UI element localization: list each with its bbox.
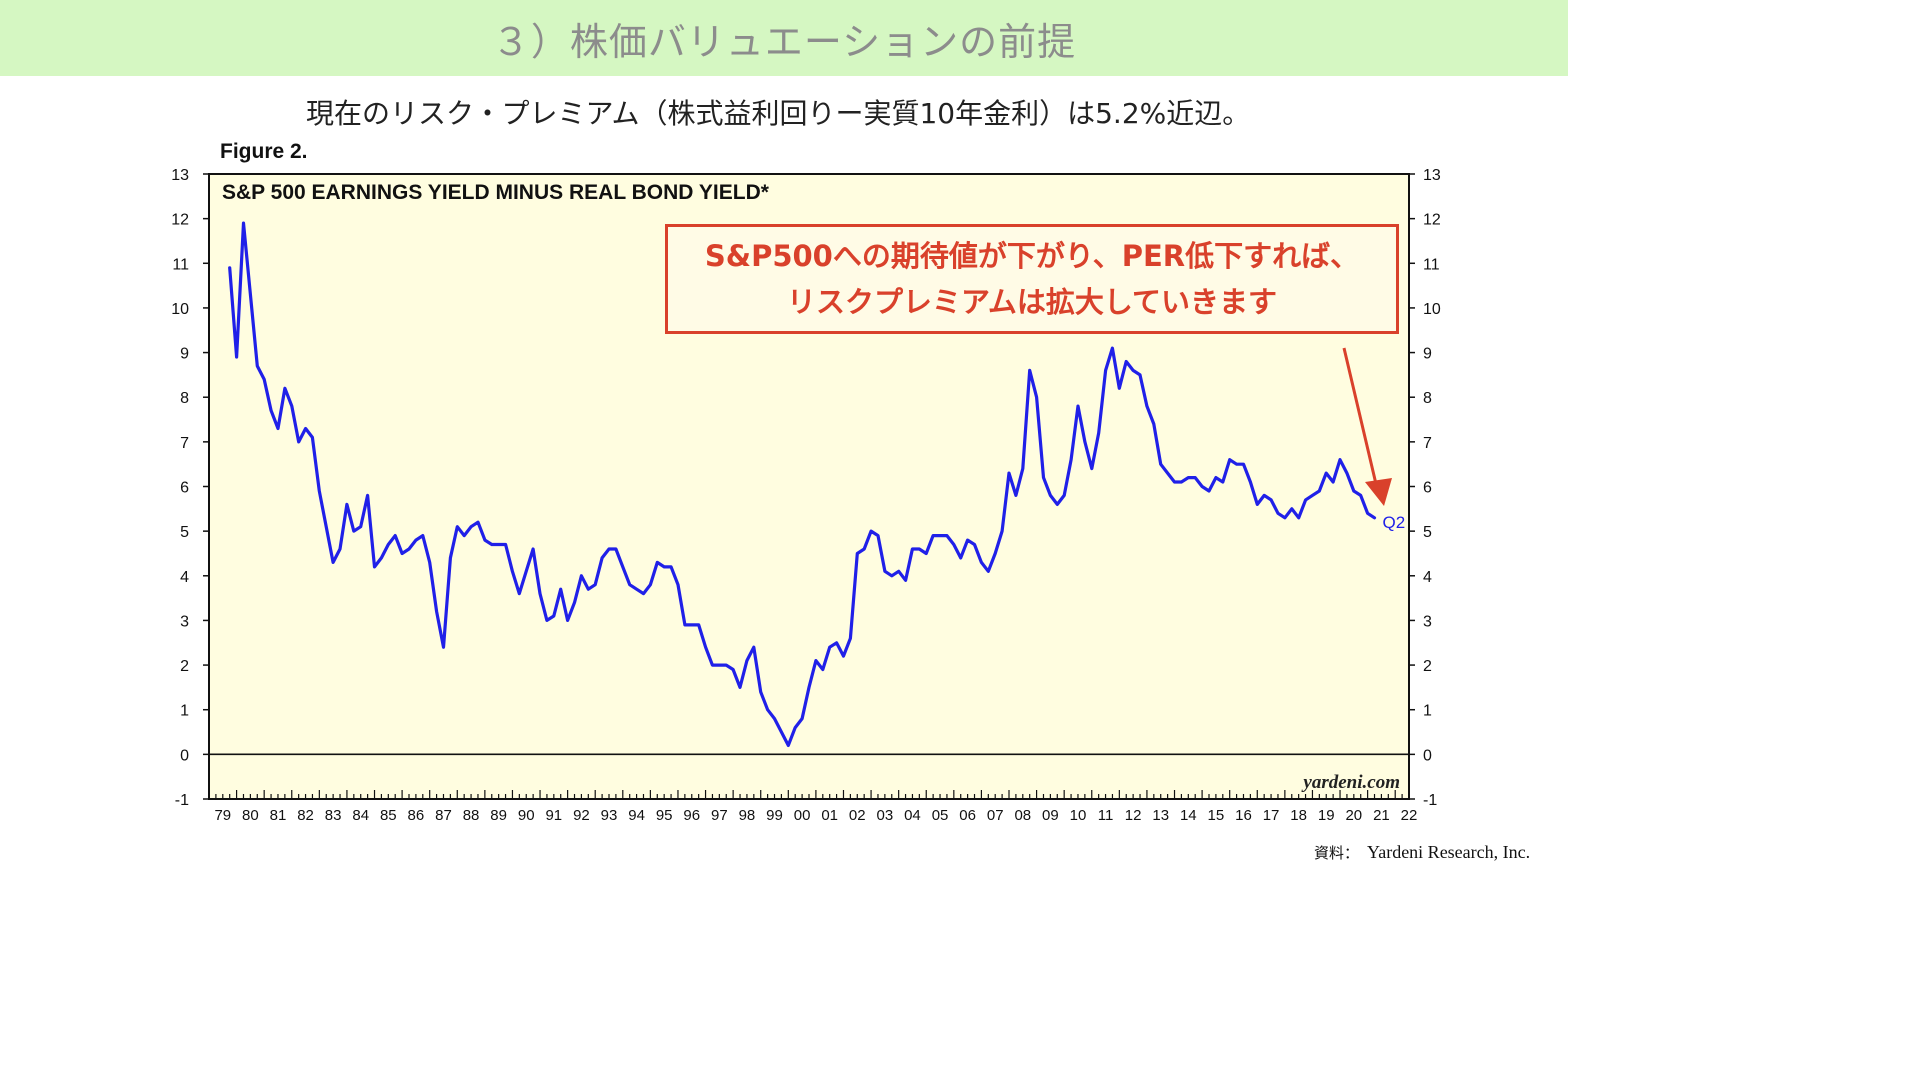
x-tick-label: 17 <box>1263 807 1280 824</box>
y-tick-label-left: 3 <box>180 613 189 630</box>
y-tick-label-left: 0 <box>180 747 189 764</box>
x-tick-label: 06 <box>959 807 976 824</box>
y-tick-label-left: 1 <box>180 703 189 720</box>
watermark: yardeni.com <box>1301 772 1400 793</box>
source-value: Yardeni Research, Inc. <box>1367 842 1531 862</box>
x-tick-label: 79 <box>214 807 231 824</box>
y-tick-label-left: 5 <box>180 524 189 541</box>
x-tick-label: 14 <box>1180 807 1197 824</box>
y-tick-label-right: 10 <box>1423 301 1441 318</box>
slide-subtitle: 現在のリスク・プレミアム（株式益利回りー実質10年金利）は5.2%近辺。 <box>306 97 1251 130</box>
y-tick-label-right: 1 <box>1423 703 1432 720</box>
x-tick-label: 93 <box>601 807 618 824</box>
x-tick-label: 16 <box>1235 807 1252 824</box>
y-tick-label-right: 3 <box>1423 613 1432 630</box>
end-label: Q2 <box>1383 513 1406 532</box>
series-line <box>228 221 1377 747</box>
x-tick-label: 90 <box>518 807 535 824</box>
y-tick-label-left: 12 <box>171 212 189 229</box>
x-tick-label: 99 <box>766 807 783 824</box>
x-tick-label: 98 <box>739 807 756 824</box>
y-tick-label-right: 9 <box>1423 346 1432 363</box>
y-tick-label-right: 12 <box>1423 212 1441 229</box>
x-tick-label: 11 <box>1098 807 1114 824</box>
title-banner: ３）株価バリュエーションの前提 <box>0 0 1568 76</box>
y-tick-label-right: 6 <box>1423 480 1432 497</box>
x-tick-label: 96 <box>683 807 700 824</box>
y-tick-label-right: 4 <box>1423 569 1432 586</box>
x-tick-label: 88 <box>463 807 480 824</box>
x-tick-label: 83 <box>325 807 342 824</box>
y-tick-label-right: 8 <box>1423 390 1432 407</box>
x-tick-label: 87 <box>435 807 452 824</box>
callout-box: S&P500への期待値が下がり、PER低下すれば、 リスクプレミアムは拡大してい… <box>665 224 1399 334</box>
y-tick-label-right: 13 <box>1423 167 1441 184</box>
y-tick-label-left: -1 <box>175 792 189 809</box>
x-axis: 79 80 81 82 83 84 85 86 87 88 89 90 91 92 93 94 95 96 97 98… <box>208 790 1418 824</box>
y-tick-label-right: -1 <box>1423 792 1437 809</box>
source-label: 資料： <box>1314 844 1360 862</box>
x-tick-label: 15 <box>1208 807 1225 824</box>
x-tick-label: 03 <box>877 807 894 824</box>
x-tick-label: 10 <box>1070 807 1087 824</box>
y-tick-label-left: 13 <box>171 167 189 184</box>
x-tick-label: 92 <box>573 807 590 824</box>
x-tick-label: 81 <box>270 807 287 824</box>
arrow <box>1342 347 1378 485</box>
y-tick-label-right: 0 <box>1423 747 1432 764</box>
x-tick-label: 94 <box>628 807 645 824</box>
x-tick-label: 02 <box>849 807 866 824</box>
source-note: 資料： Yardeni Research, Inc. <box>1314 842 1530 863</box>
x-tick-label: 80 <box>242 807 259 824</box>
y-tick-label-right: 7 <box>1423 435 1432 452</box>
x-tick-label: 97 <box>711 807 728 824</box>
y-tick-label-left: 9 <box>180 346 189 363</box>
y-tick-label-right: 11 <box>1423 256 1440 273</box>
x-tick-label: 82 <box>297 807 314 824</box>
y-tick-label-left: 11 <box>172 256 189 273</box>
x-tick-label: 09 <box>1042 807 1059 824</box>
figure-label: Figure 2. <box>220 140 308 163</box>
x-tick-label: 95 <box>656 807 673 824</box>
x-tick-label: 05 <box>932 807 949 824</box>
x-tick-label: 20 <box>1345 807 1362 824</box>
y-tick-label-left: 6 <box>180 480 189 497</box>
callout-line-1: S&P500への期待値が下がり、PER低下すれば、 <box>704 239 1360 273</box>
y-tick-label-left: 7 <box>180 435 189 452</box>
x-tick-label: 04 <box>904 807 921 824</box>
x-tick-label: 89 <box>490 807 507 824</box>
y-tick-label-left: 4 <box>180 569 189 586</box>
x-tick-label: 84 <box>352 807 369 824</box>
y-tick-label-right: 5 <box>1423 524 1432 541</box>
x-tick-label: 21 <box>1373 807 1390 824</box>
x-tick-label: 13 <box>1152 807 1169 824</box>
chart-title: S&P 500 EARNINGS YIELD MINUS REAL BOND Y… <box>222 181 770 204</box>
x-tick-label: 08 <box>1014 807 1031 824</box>
x-tick-label: 86 <box>408 807 425 824</box>
x-tick-label: 85 <box>380 807 397 824</box>
x-tick-label: 01 <box>821 807 838 824</box>
x-tick-label: 12 <box>1125 807 1142 824</box>
y-tick-label-left: 8 <box>180 390 189 407</box>
x-tick-label: 22 <box>1401 807 1418 824</box>
slide-title: ３）株価バリュエーションの前提 <box>491 19 1077 64</box>
x-tick-label: 00 <box>794 807 811 824</box>
x-tick-label: 18 <box>1290 807 1307 824</box>
y-tick-label-left: 10 <box>171 301 189 318</box>
x-tick-label: 19 <box>1318 807 1335 824</box>
callout-line-2: リスクプレミアムは拡大していきます <box>786 285 1278 319</box>
x-tick-label: 91 <box>545 807 562 824</box>
arrow-head-icon <box>1365 478 1392 506</box>
y-tick-label-left: 2 <box>180 658 189 675</box>
x-tick-label: 07 <box>987 807 1004 824</box>
y-tick-label-right: 2 <box>1423 658 1432 675</box>
